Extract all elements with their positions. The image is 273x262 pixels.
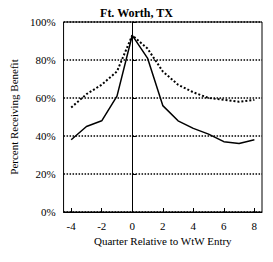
svg-text:Percent Receiving Benefit: Percent Receiving Benefit xyxy=(8,59,20,174)
svg-text:-4: -4 xyxy=(67,220,77,232)
svg-text:0: 0 xyxy=(130,220,136,232)
svg-text:2: 2 xyxy=(160,220,166,232)
svg-text:20%: 20% xyxy=(35,168,55,180)
svg-text:60%: 60% xyxy=(35,92,55,104)
svg-text:40%: 40% xyxy=(35,130,55,142)
svg-text:8: 8 xyxy=(252,220,258,232)
svg-text:Ft. Worth, TX: Ft. Worth, TX xyxy=(100,6,173,20)
svg-text:4: 4 xyxy=(191,220,197,232)
svg-text:Quarter Relative to WtW Entry: Quarter Relative to WtW Entry xyxy=(94,235,232,247)
svg-text:0%: 0% xyxy=(41,206,56,218)
svg-text:100%: 100% xyxy=(30,16,56,28)
svg-text:6: 6 xyxy=(221,220,227,232)
svg-text:-2: -2 xyxy=(97,220,106,232)
svg-text:80%: 80% xyxy=(35,54,55,66)
